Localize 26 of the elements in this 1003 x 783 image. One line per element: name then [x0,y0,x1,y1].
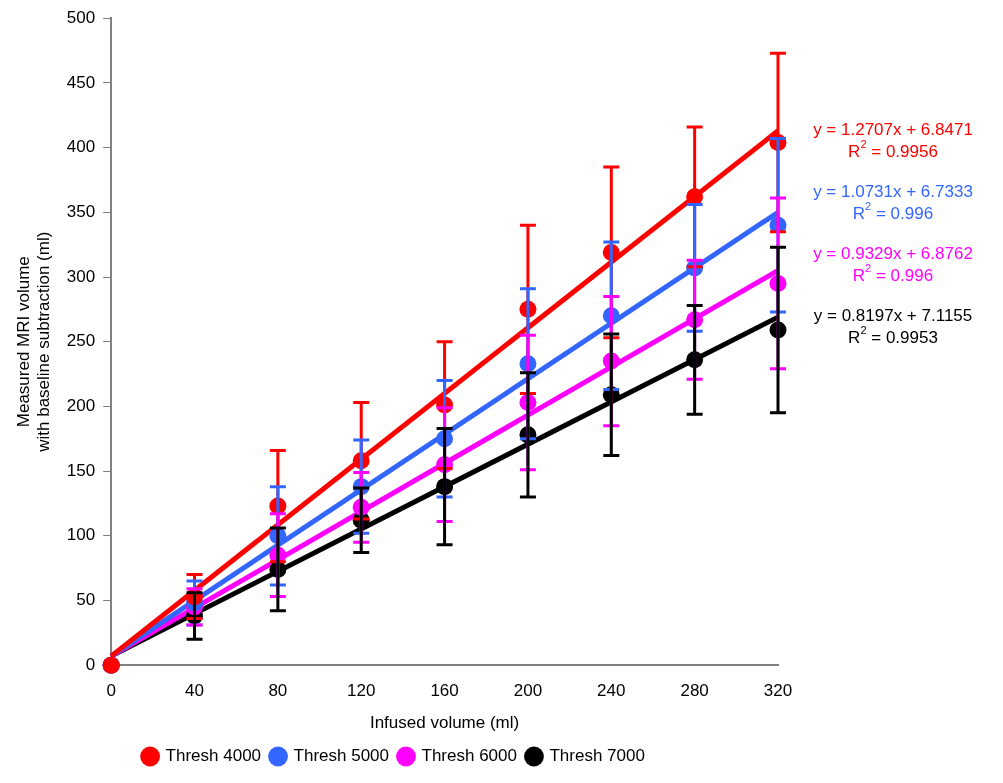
y-tick-label: 250 [66,331,96,351]
x-tick-label: 120 [347,681,376,701]
x-tick-label: 320 [763,681,793,701]
x-tick-label: 80 [268,681,288,701]
y-tick-label: 50 [76,590,96,610]
y-axis-title: Measured MRI volume with baseline subtraction (ml) [13,231,54,453]
legend-label: Thresh 5000 [293,746,389,766]
y-tick-label: 450 [66,72,96,92]
x-tick-label: 280 [680,681,709,701]
y-tick-label: 100 [66,525,96,545]
x-tick-label: 240 [597,681,626,701]
y-tick-label: 0 [85,654,96,674]
y-tick-label: 500 [66,7,96,27]
x-tick-label: 160 [430,681,459,701]
y-tick-label: 300 [66,266,96,286]
legend-label: Thresh 4000 [165,746,262,766]
legend-label: Thresh 6000 [421,746,517,766]
x-axis-title: Infused volume (ml) [369,713,520,733]
legend-label: Thresh 7000 [549,746,645,766]
y-tick-label: 150 [66,460,96,480]
x-tick-label: 200 [513,681,543,701]
x-tick-label: 40 [185,681,204,701]
y-tick-label: 400 [66,137,96,157]
x-tick-label: 0 [106,681,116,701]
y-tick-label: 350 [66,201,96,221]
y-tick-label: 200 [66,396,96,416]
